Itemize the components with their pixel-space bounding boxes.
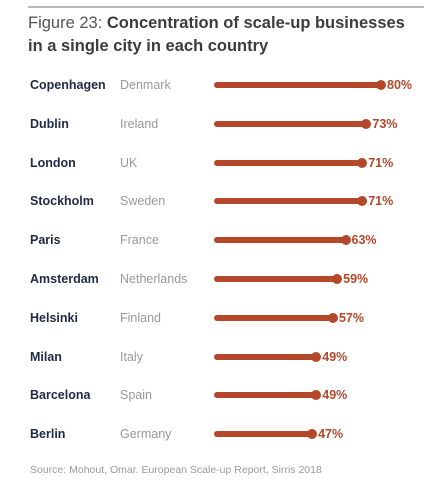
city-label: Paris: [30, 233, 61, 248]
city-label: Dublin: [30, 116, 69, 131]
bar: [214, 392, 317, 399]
value-label: 59%: [343, 272, 369, 286]
figure-number: Figure 23:: [28, 14, 107, 32]
bar-end-dot: [332, 274, 343, 284]
bar: [214, 82, 381, 88]
value-label: 63%: [351, 233, 377, 248]
top-rule: [28, 6, 424, 8]
city-label: Amsterdam: [30, 272, 99, 286]
chart-row: Helsinki Finland 57%: [0, 308, 424, 328]
chart-row: London UK 71%: [0, 153, 424, 173]
bar-end-dot: [327, 312, 338, 323]
value-label: 47%: [318, 427, 344, 442]
country-label: Denmark: [120, 78, 171, 92]
chart-title: Figure 23: Concentration of scale-up bus…: [28, 12, 408, 58]
chart-row: Milan Italy 49%: [0, 347, 424, 367]
chart-row: Copenhagen Denmark 80%: [0, 75, 424, 95]
bar: [214, 314, 333, 321]
bar-end-dot: [361, 118, 372, 129]
value-label: 71%: [368, 194, 394, 209]
bar-end-dot: [311, 351, 322, 362]
bar: [214, 198, 363, 205]
city-label: Helsinki: [30, 310, 78, 325]
value-label: 57%: [338, 310, 365, 325]
city-label: London: [30, 155, 76, 170]
country-label: Spain: [120, 388, 152, 403]
country-label: France: [120, 233, 159, 248]
value-label: 73%: [372, 116, 398, 131]
bar-end-dot: [311, 390, 322, 401]
city-label: Barcelona: [30, 388, 91, 403]
country-label: UK: [120, 155, 138, 170]
bar-end-dot: [357, 157, 368, 168]
value-label: 49%: [322, 388, 348, 403]
city-label: Stockholm: [30, 194, 94, 209]
bar-end-dot: [376, 80, 386, 90]
bar: [214, 353, 317, 360]
bar-end-dot: [340, 235, 351, 246]
value-label: 71%: [368, 155, 394, 170]
chart-title-text: Concentration of scale-up businesses in …: [28, 14, 405, 55]
country-label: Ireland: [120, 116, 159, 131]
bar-end-dot: [357, 196, 368, 207]
city-label: Milan: [30, 349, 62, 364]
bar: [214, 431, 313, 438]
country-label: Italy: [120, 349, 143, 364]
chart-row: Berlin Germany 47%: [0, 424, 424, 444]
bar: [214, 276, 338, 282]
chart-row: Amsterdam Netherlands 59%: [0, 269, 424, 289]
city-label: Copenhagen: [30, 78, 106, 92]
value-label: 49%: [322, 349, 348, 364]
bar: [214, 159, 363, 166]
source-note: Source: Mohout, Omar. European Scale-up …: [30, 464, 322, 476]
city-label: Berlin: [30, 427, 66, 442]
value-label: 80%: [387, 78, 413, 92]
bar-end-dot: [307, 429, 318, 440]
chart-row: Paris France 63%: [0, 230, 424, 250]
bar: [214, 120, 367, 127]
country-label: Sweden: [120, 194, 166, 209]
country-label: Germany: [120, 427, 172, 442]
country-label: Netherlands: [120, 272, 188, 286]
country-label: Finland: [120, 310, 161, 325]
chart-row: Stockholm Sweden 71%: [0, 191, 424, 211]
bar: [214, 237, 346, 244]
chart-row: Barcelona Spain 49%: [0, 385, 424, 405]
chart-row: Dublin Ireland 73%: [0, 114, 424, 134]
